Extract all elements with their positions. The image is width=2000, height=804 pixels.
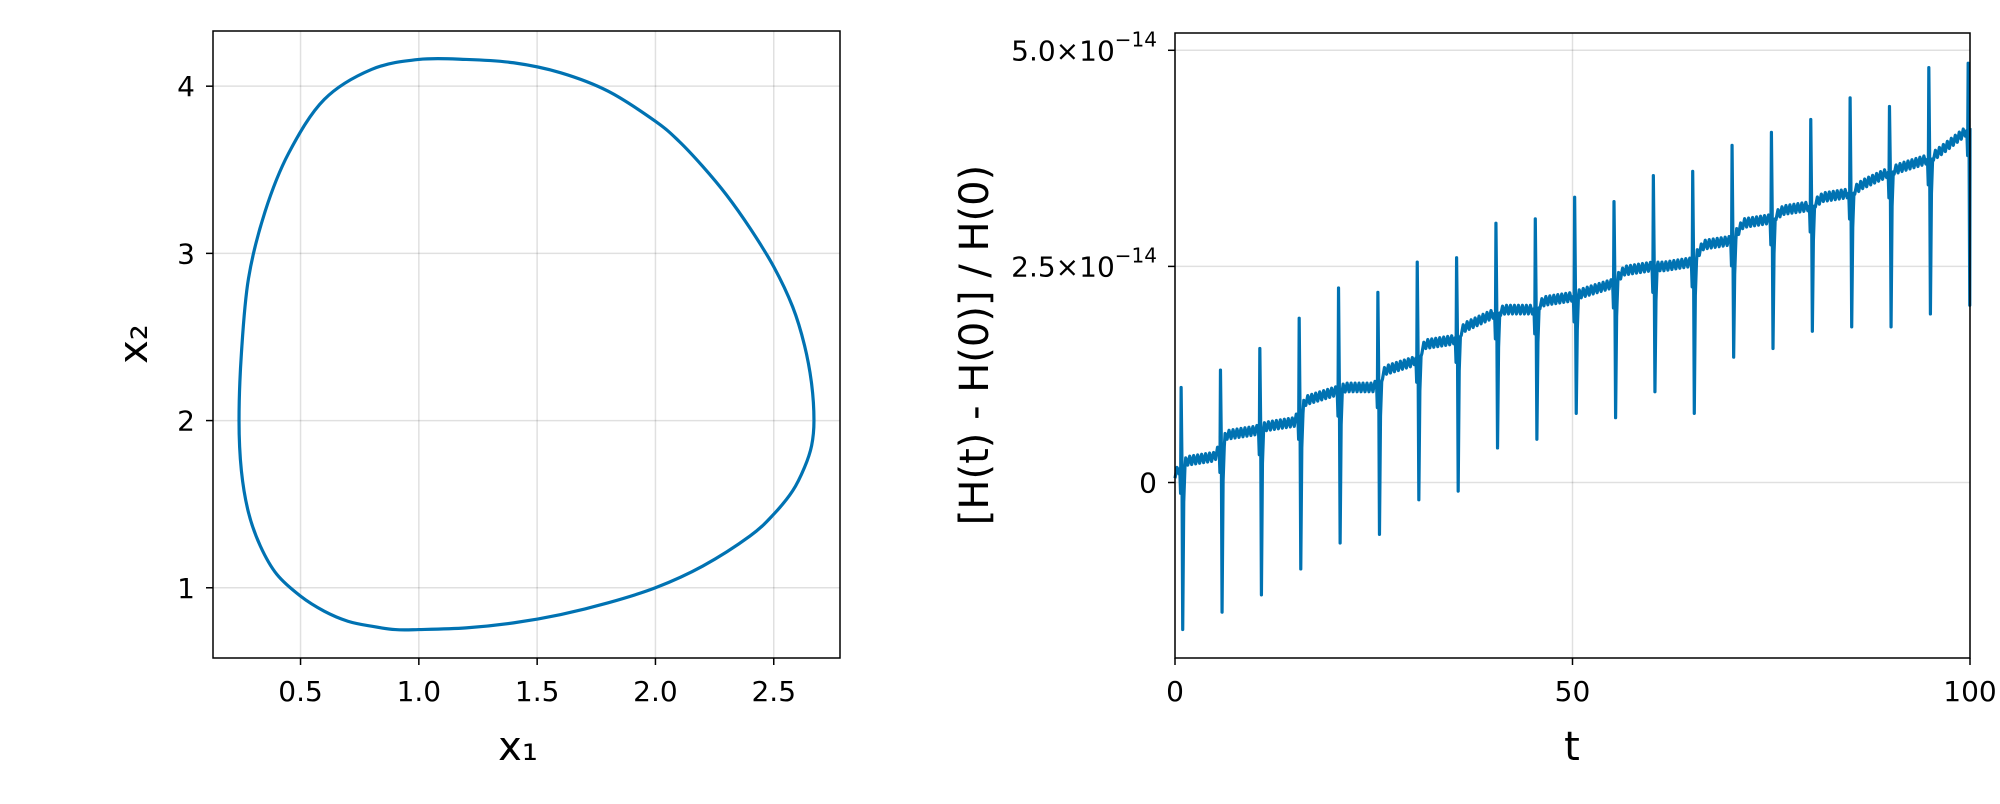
energy-error-y-tick-mantissa: 2.5×10 [1011,250,1115,283]
phase-portrait-x-tick-label: 0.5 [278,675,323,708]
energy-error-series-line [1173,61,1972,632]
energy-error-y-tick-mantissa: 0 [1139,467,1157,500]
energy-error-y-axis-label: [H(t) - H(0)] / H(0) [952,165,998,525]
phase-portrait-x-axis-label: x₁ [498,724,538,770]
phase-portrait-grid [213,31,840,658]
phase-portrait-orbit-line [237,56,816,632]
phase-portrait-curves [237,56,816,632]
phase-portrait-frame [212,30,841,659]
phase-portrait-y-tick-label: 4 [177,70,195,103]
energy-error-x-tick-label: 50 [1555,675,1591,708]
energy-error-x-tick-label: 0 [1166,675,1184,708]
energy-error-x-tick-label: 100 [1943,675,1996,708]
phase-portrait-panel: 0.5 1.0 1.5 2.0 2.5 1 2 3 4 x₁ x₂ [111,30,841,770]
energy-error-curves [1173,61,1972,632]
phase-portrait-x-tick-label: 2.0 [633,675,678,708]
energy-error-y-tick-mantissa: 5.0×10 [1011,34,1115,67]
energy-error-y-tick-label: 2.5×10−14 [1011,243,1157,283]
energy-error-y-tick-exponent: −14 [1115,27,1157,51]
energy-error-y-tick-exponent: −14 [1115,243,1157,267]
phase-portrait-y-tick-label: 2 [177,405,195,438]
phase-portrait-y-tick-label: 3 [177,237,195,270]
energy-error-y-tick-label: 0 [1139,467,1157,500]
phase-portrait-y-axis-label: x₂ [111,324,157,364]
phase-portrait-x-tick-label: 1.0 [397,675,442,708]
phase-portrait-ticks: 0.5 1.0 1.5 2.0 2.5 1 2 3 4 [177,70,796,708]
phase-portrait-y-tick-label: 1 [177,572,195,605]
phase-portrait-x-tick-label: 1.5 [515,675,560,708]
energy-error-y-tick-label: 5.0×10−14 [1011,27,1157,67]
energy-error-x-axis-label: t [1564,724,1580,770]
phase-portrait-x-tick-label: 2.5 [751,675,796,708]
